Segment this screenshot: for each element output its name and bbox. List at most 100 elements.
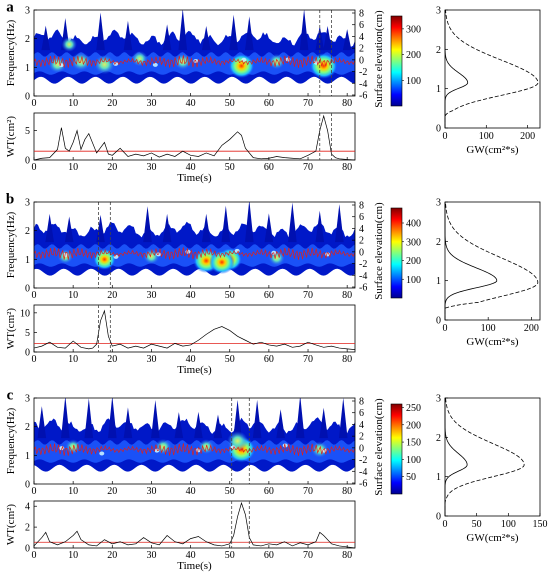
energy-spike [162,213,172,243]
energy-band-inner [34,440,355,463]
gw-dashed-spectrum [444,397,525,516]
wt-x-tick-label: 10 [68,550,78,561]
wt-x-tick-label: 30 [146,354,156,365]
wt-y-axis-label: WT(cm²) [5,116,17,158]
wt-x-tick-label: 50 [225,162,235,173]
energy-hotspot [131,50,148,67]
x-tick-label: 80 [342,486,352,497]
panel-letter: c [7,387,14,403]
wt-y-tick-label: 0 [25,156,30,167]
right-y-tick-label: -4 [359,79,367,90]
colorbar-tick-label: 300 [406,237,421,248]
gw-x-axis-label: GW(cm²*s) [466,336,519,348]
wt-x-tick-label: 70 [303,354,313,365]
heatmap-frame [33,9,356,97]
gw-frame [444,397,541,517]
energy-spike [123,20,133,51]
panel-c: c0 10 20 30 40 50 60 70 800123Frequency(Hz)-6-4-… [5,387,548,572]
colorbar [390,15,403,107]
wt-x-tick-label: 40 [186,162,196,173]
x-tick-label: 30 [146,290,156,301]
wt-y-tick-label: 5 [25,328,30,339]
wt-x-tick-label: 60 [264,162,274,173]
energy-spike [295,398,305,439]
y-axis-label: Frequency(Hz) [5,211,17,278]
wt-series-line [33,501,356,549]
gw-y-tick-label: 1 [436,472,441,483]
colorbar-tick-label: 50 [406,472,416,483]
right-y-tick-label: 4 [359,32,364,43]
y-tick-label: 3 [25,6,30,17]
right-y-tick-label: 0 [359,247,364,258]
colorbar-tick-label: 150 [406,438,421,449]
energy-spike [252,399,262,439]
wt-x-tick-label: 20 [107,550,117,561]
energy-spike [84,398,94,439]
x-tick-label: 10 [68,486,78,497]
gw-x-axis-label: GW(cm²*s) [466,144,519,156]
heatmap-body [34,202,355,276]
right-y-tick-label: -2 [359,67,367,78]
colorbar-tick-label: 400 [406,219,421,230]
x-tick-label: 10 [68,290,78,301]
right-y-tick-label: 2 [359,432,364,443]
heatmap-frame [33,397,356,485]
gw-y-tick-label: 1 [436,276,441,287]
wt-y-tick-label: 4 [25,502,30,513]
gw-solid-spectrum [444,10,469,128]
surface-elevation-line [34,55,355,68]
wt-x-tick-label: 30 [146,162,156,173]
energy-spike [178,10,188,51]
gw-y-tick-label: 3 [436,198,441,209]
gw-y-tick-label: 3 [436,6,441,17]
gw-solid-spectrum [444,202,498,320]
gw-x-tick-label: 0 [443,131,448,142]
y-tick-label: 2 [25,34,30,45]
right-y-tick-label: -4 [359,271,367,282]
right-y-tick-label: -4 [359,467,367,478]
energy-spike [174,412,184,439]
heatmap-frame [33,201,356,289]
energy-hotspot [311,441,329,458]
x-tick-label: 10 [68,98,78,109]
colorbar-tick-label: 100 [406,76,421,87]
right-y-tick-label: 8 [359,9,364,20]
surface-elevation-line [34,443,355,456]
colorbar-tick-label: 200 [406,50,421,61]
x-tick-label: 0 [32,290,37,301]
energy-spike [342,29,352,51]
energy-spike [338,398,348,439]
x-tick-label: 60 [264,486,274,497]
wt-x-tick-label: 40 [186,550,196,561]
x-tick-label: 0 [32,486,37,497]
energy-spike [244,16,254,51]
right-y-tick-label: 6 [359,20,364,31]
gw-y-tick-label: 0 [436,124,441,135]
x-tick-label: 20 [107,98,117,109]
wt-x-tick-label: 70 [303,550,313,561]
wt-x-tick-label: 60 [264,550,274,561]
gw-x-axis-label: GW(cm²*s) [466,532,519,544]
wt-x-tick-label: 50 [225,354,235,365]
right-y-tick-label: 0 [359,443,364,454]
wt-x-tick-label: 50 [225,550,235,561]
energy-spike [264,213,274,243]
band-gap [99,451,105,456]
wt-y-tick-label: 10 [20,308,30,319]
wt-y-tick-label: 5 [25,126,30,137]
energy-spike [194,411,203,439]
gw-x-tick-label: 100 [479,131,494,142]
heatmap-body [34,398,355,472]
y-tick-label: 3 [25,198,30,209]
x-tick-label: 0 [32,98,37,109]
panel-a: a0 10 20 30 40 50 60 70 800123Frequency(Hz)-6-4-… [5,0,541,184]
gw-x-tick-label: 150 [533,519,548,530]
wt-y-axis-label: WT(cm²) [5,308,17,350]
wt-x-tick-label: 20 [107,162,117,173]
wt-x-tick-label: 80 [342,354,352,365]
panel-letter: b [6,191,14,207]
y-tick-label: 0 [25,92,30,103]
band-gap [154,448,160,453]
energy-spike [96,214,105,243]
energy-hotspot [309,52,338,79]
